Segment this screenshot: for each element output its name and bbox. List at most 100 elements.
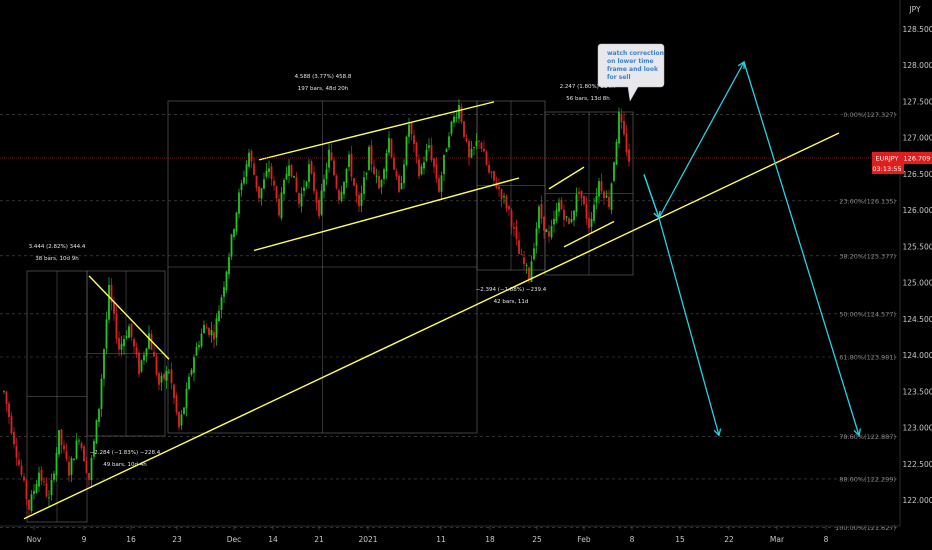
- candle-body: [200, 333, 203, 347]
- trendline[interactable]: [23, 132, 840, 520]
- price-tick-label: 124.000: [902, 351, 932, 360]
- candle-body: [315, 191, 318, 203]
- candle-body: [428, 145, 430, 148]
- candle-body: [350, 153, 353, 177]
- projection-segment[interactable]: [643, 174, 660, 219]
- note-callout[interactable]: watch correction on lower time frame and…: [597, 43, 665, 102]
- candle-body: [403, 164, 405, 184]
- projection-segment[interactable]: [743, 61, 860, 436]
- candle-body: [133, 339, 135, 347]
- candle-body: [18, 459, 20, 466]
- candle-body: [525, 265, 528, 266]
- candle-body: [25, 480, 28, 499]
- candle-body: [480, 142, 483, 149]
- candle-body: [395, 171, 398, 177]
- candle-body: [423, 162, 425, 169]
- candle-body: [13, 432, 15, 445]
- candle-body: [243, 177, 245, 184]
- candle-body: [430, 144, 433, 160]
- trendline[interactable]: [563, 220, 615, 248]
- candle-body: [375, 175, 378, 177]
- candle-body: [213, 332, 215, 340]
- trendline[interactable]: [258, 101, 495, 161]
- candle-body: [265, 170, 268, 177]
- trendline[interactable]: [253, 177, 520, 252]
- candle-body: [613, 162, 615, 181]
- measure-label-value: 2.247 (1.80%) 224.7: [560, 84, 617, 90]
- candle-body: [618, 112, 620, 144]
- fib-levels: 0.00%(127.327) 23.60%(126.135) 38.20%(125.…: [0, 111, 900, 532]
- candle-body: [460, 106, 463, 123]
- candle-body: [165, 371, 168, 381]
- candle-body: [615, 141, 618, 165]
- candle-body: [533, 248, 535, 260]
- candle-body: [498, 186, 500, 189]
- time-tick-label: Nov: [27, 535, 42, 544]
- candle-body: [113, 302, 115, 314]
- candle-body: [413, 135, 415, 145]
- fib-label: 88.60%(122.299): [839, 475, 896, 483]
- fib-label: 50.00%(124.577): [839, 310, 896, 318]
- candle-body: [320, 190, 323, 215]
- candle-body: [73, 458, 75, 461]
- measure-label-value: −2.394 (−1.88%) −239.4: [476, 287, 547, 293]
- trendline[interactable]: [548, 166, 585, 190]
- measure-label-value: 4.588 (3.77%) 458.8: [295, 74, 352, 80]
- candle-body: [10, 416, 13, 434]
- candle-body: [388, 137, 390, 153]
- candle-body: [605, 195, 608, 198]
- time-tick-label: 21: [314, 535, 324, 544]
- candle-body: [228, 256, 230, 275]
- time-axis[interactable]: Nov 9 16 23 Dec 14 21 2021 11 18 25 Feb 8 15 22 Mar 8: [27, 526, 829, 544]
- candle-body: [148, 333, 150, 349]
- candle-body: [303, 187, 305, 191]
- candle-body: [520, 254, 523, 256]
- candle-body: [558, 202, 560, 212]
- candle-body: [568, 218, 570, 224]
- projection-segment[interactable]: [658, 61, 745, 219]
- price-tick-label: 122.000: [902, 496, 932, 505]
- price-tick-label: 127.500: [902, 97, 932, 106]
- candle-body: [20, 465, 23, 475]
- time-tick-label: Mar: [770, 535, 785, 544]
- price-tick-label: 128.000: [902, 61, 932, 70]
- candle-body: [273, 180, 275, 186]
- candle-body: [210, 330, 213, 336]
- time-tick-label: 14: [268, 535, 278, 544]
- price-axis[interactable]: 128.500 128.000 127.500 127.000 126.500 126.0…: [902, 25, 932, 505]
- price-tick-label: 122.500: [902, 460, 932, 469]
- candle-body: [518, 240, 520, 255]
- candle-body: [368, 147, 370, 171]
- candle-body: [563, 209, 565, 220]
- candle-body: [620, 113, 623, 123]
- candle-body: [65, 451, 68, 460]
- candle-body: [355, 184, 358, 197]
- candle-body: [538, 206, 540, 229]
- candle-body: [258, 186, 260, 199]
- candle-body: [408, 124, 410, 137]
- candle-body: [215, 318, 218, 338]
- measure-label-bars: 56 bars, 13d 8h: [566, 96, 610, 102]
- candle-body: [218, 310, 220, 322]
- candle-body: [23, 476, 25, 481]
- candle-body: [438, 178, 440, 192]
- fib-label: 100.00%(121.627): [835, 524, 896, 532]
- candle-body: [565, 216, 568, 218]
- time-tick-label: Dec: [227, 535, 242, 544]
- candle-body: [253, 163, 255, 175]
- time-tick-label: 15: [675, 535, 685, 544]
- candle-body: [585, 203, 588, 219]
- time-tick-label: 23: [172, 535, 182, 544]
- candle-body: [223, 287, 225, 297]
- trendline[interactable]: [88, 275, 170, 360]
- candle-body: [190, 370, 193, 375]
- candle-body: [295, 177, 298, 192]
- candle-body: [153, 351, 155, 357]
- candle-body: [338, 190, 340, 200]
- projection-segment[interactable]: [658, 217, 720, 436]
- candle-body: [250, 151, 253, 162]
- candle-body: [270, 166, 273, 179]
- bar-countdown: 03:13:55: [872, 165, 901, 173]
- candle-body: [103, 349, 105, 379]
